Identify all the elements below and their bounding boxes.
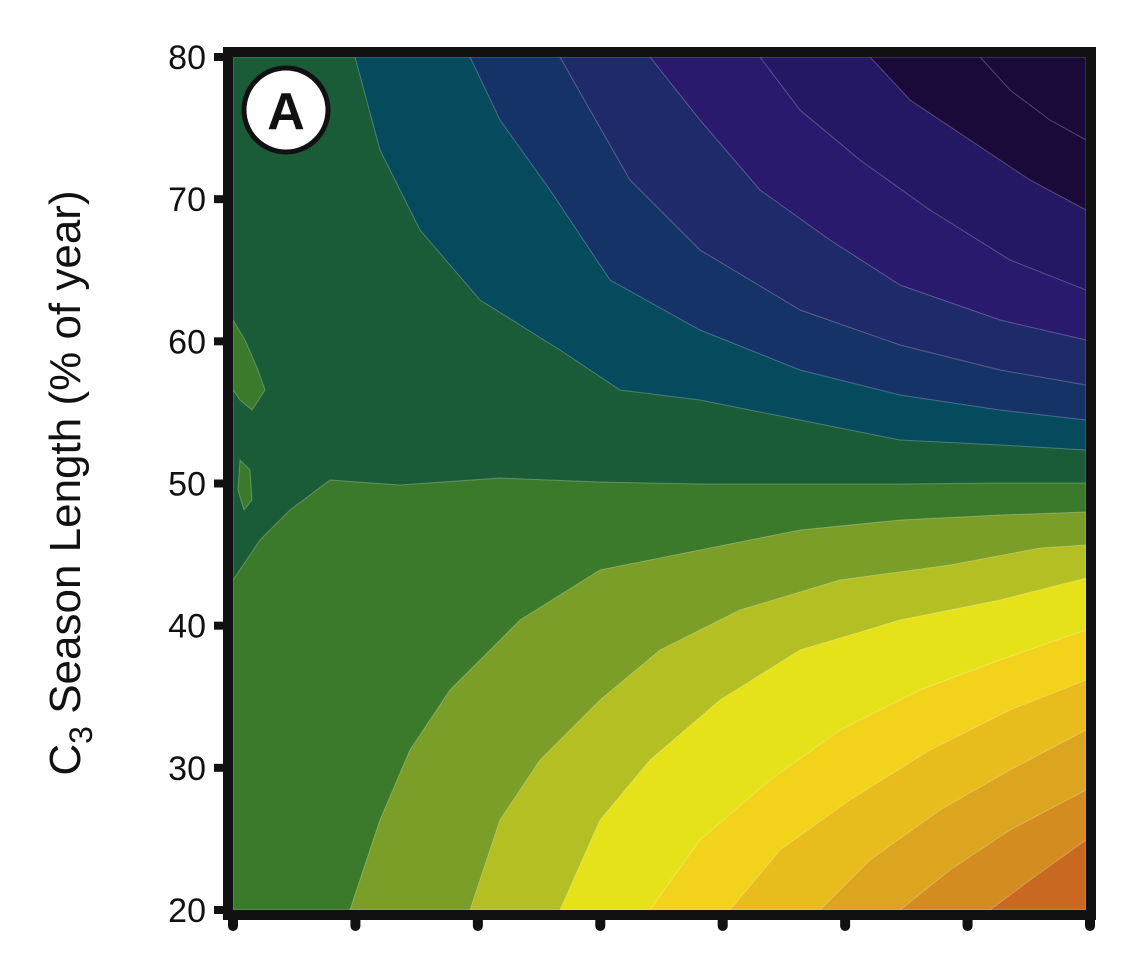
y-axis-label-main: C xyxy=(41,744,90,776)
y-tick-label: 20 xyxy=(168,892,206,930)
y-axis-label: C3 Season Length (% of year) xyxy=(41,190,99,775)
y-tick-label: 60 xyxy=(168,323,206,361)
panel-letter: A xyxy=(267,83,305,141)
y-tick-label: 70 xyxy=(168,181,206,219)
y-tick-label: 80 xyxy=(168,39,206,77)
panel-badge: A xyxy=(244,68,328,152)
y-axis: 20 30 40 50 60 70 80 xyxy=(168,39,228,930)
y-axis-label-subscript: 3 xyxy=(63,726,99,744)
y-tick-label: 30 xyxy=(168,750,206,788)
contour-field xyxy=(233,57,1086,910)
y-axis-label-rest: Season Length (% of year) xyxy=(41,190,90,726)
y-tick-label: 50 xyxy=(168,466,206,504)
y-tick-label: 40 xyxy=(168,608,206,646)
